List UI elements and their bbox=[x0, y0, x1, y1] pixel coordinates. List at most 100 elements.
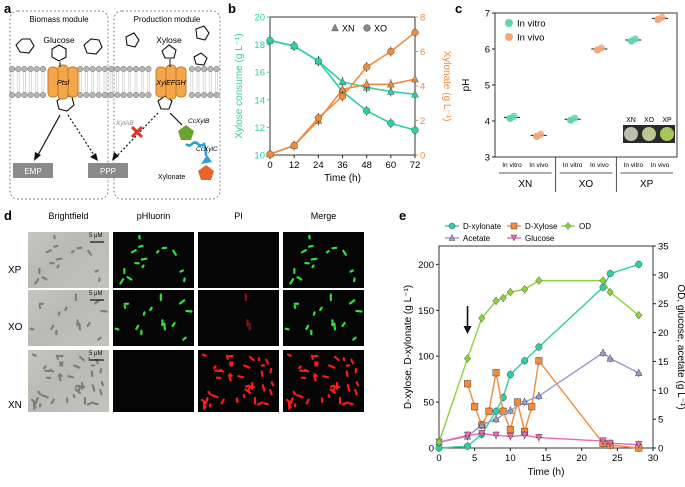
left-axis-label: D-xylose, D-xylonate (g L⁻¹) bbox=[403, 285, 414, 409]
micrograph-xp-3 bbox=[283, 232, 364, 288]
cell bbox=[67, 375, 75, 379]
cell bbox=[214, 369, 222, 373]
group-label: XO bbox=[579, 179, 594, 190]
legend-label: Acetate bbox=[463, 234, 491, 243]
legend-label-in-vitro: In vitro bbox=[517, 19, 546, 30]
micrograph-xn-0: 5 μM bbox=[28, 350, 109, 412]
membrane-bead bbox=[201, 65, 208, 73]
data-point bbox=[463, 354, 472, 363]
cell bbox=[269, 388, 273, 396]
cell bbox=[91, 384, 96, 392]
condition-label: In vivo bbox=[651, 162, 670, 169]
ptsl-transporter bbox=[47, 64, 79, 100]
cell bbox=[319, 306, 323, 312]
cell bbox=[201, 353, 207, 357]
y-tick-label: 5 bbox=[485, 81, 490, 92]
right-tick-label: 4 bbox=[420, 82, 425, 93]
membrane-bead bbox=[207, 91, 214, 99]
data-point bbox=[635, 260, 643, 268]
membrane-bead bbox=[108, 91, 115, 99]
data-point bbox=[606, 270, 614, 278]
cell bbox=[230, 361, 234, 367]
micrograph-xp-1 bbox=[113, 232, 194, 288]
left-tick-label: 50 bbox=[423, 398, 434, 409]
data-point bbox=[314, 57, 322, 65]
data-point bbox=[411, 28, 419, 37]
data-point bbox=[492, 296, 500, 305]
cell bbox=[202, 402, 206, 411]
data-point bbox=[471, 403, 479, 411]
legend-marker-xn bbox=[331, 23, 339, 32]
panel-a-diagram: Biomass module Production module Glucose… bbox=[8, 10, 221, 200]
cell bbox=[58, 354, 64, 358]
cell bbox=[90, 370, 94, 378]
cell bbox=[159, 293, 162, 302]
cell bbox=[292, 390, 297, 396]
cell bbox=[86, 401, 94, 406]
right-tick-label: 0 bbox=[420, 151, 425, 162]
left-tick-label: 150 bbox=[418, 306, 434, 317]
cell bbox=[97, 336, 102, 341]
data-point bbox=[635, 311, 643, 320]
ptsl-label: Ptsl bbox=[57, 78, 70, 87]
y-tick-label: 3 bbox=[485, 153, 490, 164]
membrane-bead bbox=[39, 91, 47, 99]
cell bbox=[310, 329, 313, 336]
cell bbox=[138, 244, 144, 248]
data-point bbox=[506, 406, 514, 414]
cell bbox=[179, 269, 184, 273]
cell bbox=[78, 322, 81, 331]
membrane-bead bbox=[15, 91, 22, 99]
chart-c: 3 4 5 6 7 pH In vitro In vivo XN In vitro In vivo X… bbox=[461, 9, 678, 192]
membrane-bead bbox=[139, 65, 146, 73]
membrane-bead bbox=[95, 65, 102, 73]
cell bbox=[308, 244, 314, 248]
cell bbox=[248, 355, 255, 362]
data-point bbox=[387, 87, 395, 95]
col-title-pi: PI bbox=[234, 211, 243, 221]
x-axis-label: Time (h) bbox=[528, 467, 565, 478]
cell bbox=[94, 269, 99, 273]
inset-label: XN bbox=[626, 117, 636, 124]
cell bbox=[93, 402, 99, 406]
cell bbox=[333, 322, 336, 331]
right-tick-label: 35 bbox=[658, 242, 669, 253]
cell bbox=[57, 311, 61, 316]
xylonate-label: Xylonate bbox=[158, 174, 185, 181]
membrane-bead bbox=[89, 91, 96, 99]
cell bbox=[312, 374, 317, 382]
data-point bbox=[535, 343, 543, 351]
cell bbox=[142, 311, 146, 316]
cell bbox=[126, 276, 133, 281]
row-label-xn: XN bbox=[8, 400, 22, 411]
data-point bbox=[535, 391, 543, 400]
inset-label: XO bbox=[644, 117, 655, 124]
cell bbox=[155, 249, 160, 254]
cell bbox=[243, 364, 251, 369]
cell bbox=[315, 361, 319, 367]
panel-c-letter: c bbox=[455, 1, 463, 16]
cell bbox=[211, 394, 219, 399]
left-tick-label: 0 bbox=[429, 444, 434, 455]
cell bbox=[287, 402, 291, 411]
cell bbox=[41, 276, 48, 281]
data-point bbox=[411, 74, 419, 83]
data-point bbox=[528, 403, 536, 411]
membrane-bead bbox=[213, 91, 220, 99]
data-point bbox=[290, 42, 298, 50]
x-tick-label: 36 bbox=[337, 160, 348, 171]
cell bbox=[50, 398, 55, 405]
left-tick-label: 14 bbox=[254, 95, 265, 106]
data-point bbox=[266, 36, 274, 45]
xylose-label: Xylose bbox=[156, 35, 182, 45]
data-point bbox=[631, 35, 639, 43]
cell bbox=[38, 302, 45, 305]
xylonate-pentagon bbox=[198, 165, 214, 180]
cell bbox=[300, 376, 307, 379]
ccxylb-label: CcXylB bbox=[188, 118, 210, 125]
cell bbox=[205, 396, 209, 403]
right-tick-label: 25 bbox=[658, 299, 669, 310]
cell bbox=[45, 376, 52, 379]
x-axis-label: Time (h) bbox=[324, 173, 361, 184]
x-tick-label: 15 bbox=[541, 453, 552, 464]
